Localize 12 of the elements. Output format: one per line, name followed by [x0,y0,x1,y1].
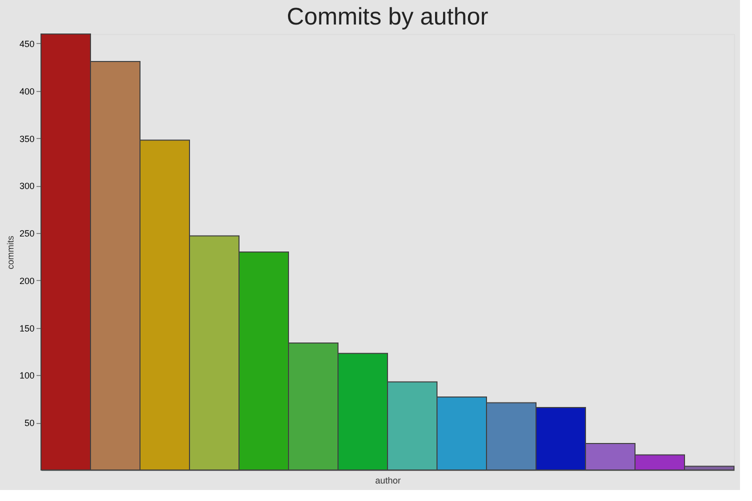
y-tick-label: 450 [19,38,34,49]
y-tick-label: 400 [19,86,34,96]
x-axis-title: author [375,476,401,486]
y-tick-label: 300 [19,181,34,192]
y-tick-label: 150 [19,323,34,334]
y-tick-label: 250 [19,228,34,239]
y-tick-label: 350 [19,134,34,144]
chart-title: Commits by author [286,4,488,30]
y-tick-label: 100 [19,370,34,381]
y-axis-title: commits [5,235,16,270]
y-tick-label: 50 [24,418,34,428]
y-tick-label: 200 [19,276,34,286]
